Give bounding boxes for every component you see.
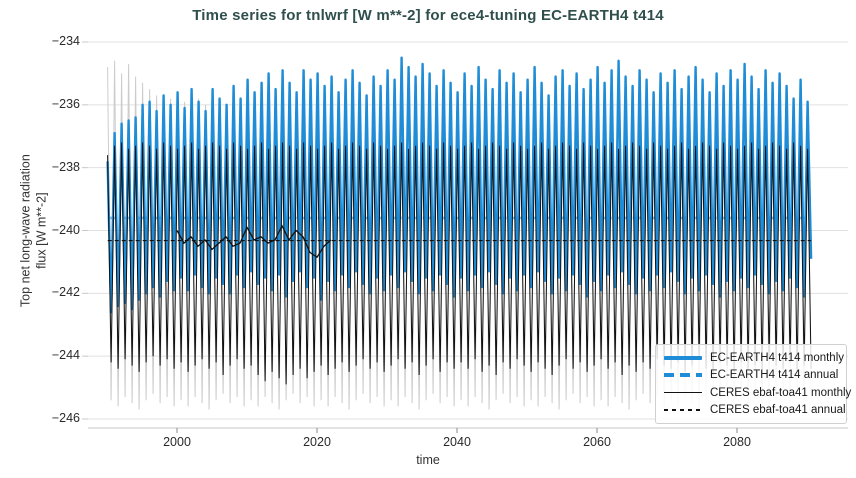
legend-item-obs-annual: CERES ebaf-toa41 annual — [664, 402, 846, 418]
legend-item-model-monthly: EC-EARTH4 t414 monthly — [664, 350, 844, 366]
y-tick-label: −240 — [51, 222, 80, 237]
x-tick-label: 2080 — [723, 435, 751, 449]
x-axis-label: time — [416, 453, 440, 467]
x-tick-label: 2040 — [443, 435, 471, 449]
legend-line-black-dashed-icon — [664, 409, 702, 411]
x-tick-label: 2060 — [583, 435, 611, 449]
y-tick-label: −234 — [51, 34, 80, 48]
x-tick-label: 2000 — [163, 435, 191, 449]
series-ceres-monthly — [107, 142, 812, 385]
legend-item-model-annual: EC-EARTH4 t414 annual — [664, 367, 838, 383]
y-tick-label: −244 — [51, 348, 80, 363]
legend-line-black-solid-icon — [664, 391, 702, 394]
series-ec-earth4-monthly — [106, 56, 813, 314]
legend-item-obs-monthly: CERES ebaf-toa41 monthly — [664, 385, 851, 401]
legend-label: EC-EARTH4 t414 annual — [710, 369, 839, 382]
legend-line-blue-solid-icon — [664, 356, 702, 360]
legend-line-blue-dashed-icon — [664, 373, 702, 378]
y-tick-label: −242 — [51, 285, 80, 300]
y-tick-label: −236 — [51, 96, 80, 111]
y-tick-label: −246 — [51, 411, 80, 425]
series-ceres-annual-observed — [176, 224, 332, 259]
legend-label: CERES ebaf-toa41 monthly — [710, 386, 852, 399]
x-tick-label: 2020 — [303, 435, 331, 449]
y-tick-label: −238 — [51, 159, 80, 174]
y-axis-label-line1: Top net long-wave radiation — [18, 154, 33, 308]
chart-title: Time series for tnlwrf [W m**-2] for ece… — [192, 7, 664, 24]
legend-label: CERES ebaf-toa41 annual — [710, 403, 846, 416]
legend-label: EC-EARTH4 t414 monthly — [710, 352, 845, 364]
legend: EC-EARTH4 t414 monthly EC-EARTH4 t414 an… — [655, 344, 851, 424]
